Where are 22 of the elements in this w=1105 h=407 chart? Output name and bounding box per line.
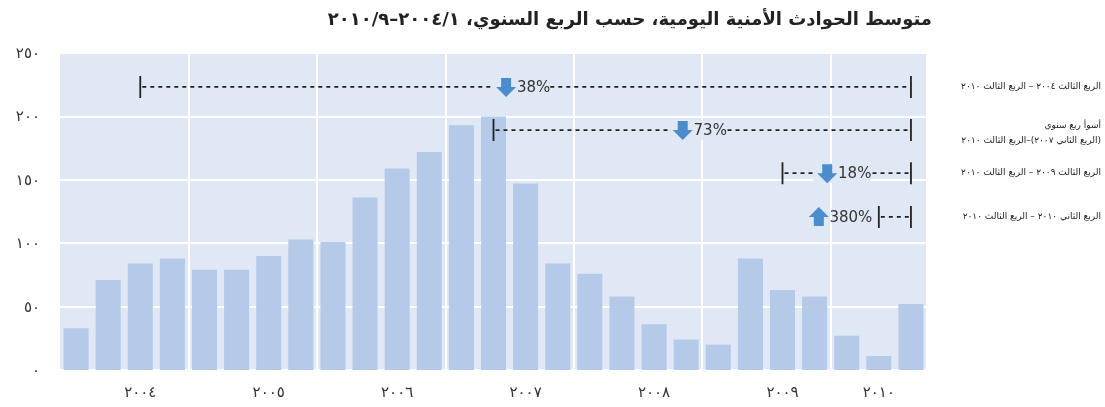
x-tick-label: ٢٠٠٨ <box>637 382 671 401</box>
y-tick-label: ١٥٠ <box>15 170 40 189</box>
x-tick-label: ٢٠١٠ <box>862 382 895 401</box>
annotation: 73% <box>693 121 727 140</box>
x-tick-label: ٢٠٠٥ <box>252 382 285 401</box>
x-tick-label: ٢٠٠٦ <box>381 382 414 401</box>
y-tick-label: ١٠٠ <box>15 234 40 253</box>
x-tick-label: ٢٠٠٩ <box>766 382 799 401</box>
annotation: 380% <box>829 207 873 226</box>
annotation: 18% <box>838 164 872 183</box>
text: الربع الثاني ٢٠١٠ – الربع الثالث ٢٠١٠ <box>961 209 1101 223</box>
y-tick-label: ٢٥٠ <box>15 44 40 62</box>
text: الربع الثالث ٢٠٠٩ – الربع الثالث ٢٠١٠ <box>960 166 1101 180</box>
y-tick-label: ٢٠٠ <box>15 107 40 126</box>
text: أسوأ ربع سنوي (الربع الثاني ٢٠٠٧)–الربع الثالث ٢٠١٠ <box>960 118 1101 147</box>
annotation: 38% <box>516 77 551 96</box>
chart-title: متوسط الحوادث الأمنية اليومية، حسب الربع السنوي، ٢٠٠٤/١–٢٠١٠/٩ <box>327 7 932 30</box>
y-tick-label: ٠ <box>31 361 40 379</box>
y-tick-label: ٥٠ <box>23 297 40 316</box>
x-tick-label: ٢٠٠٧ <box>509 382 542 401</box>
x-tick-label: ٢٠٠٤ <box>124 382 157 401</box>
text: الربع الثالث ٢٠٠٤ – الربع الثالث ٢٠١٠ <box>960 79 1101 93</box>
